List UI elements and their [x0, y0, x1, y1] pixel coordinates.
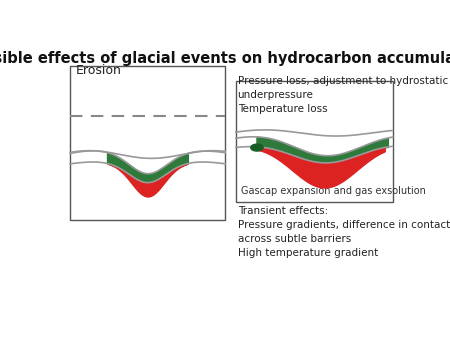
- Text: Erosion: Erosion: [76, 64, 122, 77]
- Text: Transient effects:
Pressure gradients, difference in contacts
across subtle barr: Transient effects: Pressure gradients, d…: [238, 206, 450, 258]
- Bar: [236, 81, 392, 202]
- Text: Possible effects of glacial events on hydrocarbon accumulations: Possible effects of glacial events on hy…: [0, 51, 450, 66]
- Text: Pressure loss, adjustment to hydrostatic or
underpressure
Temperature loss: Pressure loss, adjustment to hydrostatic…: [238, 76, 450, 114]
- Bar: [70, 66, 225, 220]
- Ellipse shape: [251, 144, 263, 151]
- Text: Gascap expansion and gas exsolution: Gascap expansion and gas exsolution: [241, 186, 426, 196]
